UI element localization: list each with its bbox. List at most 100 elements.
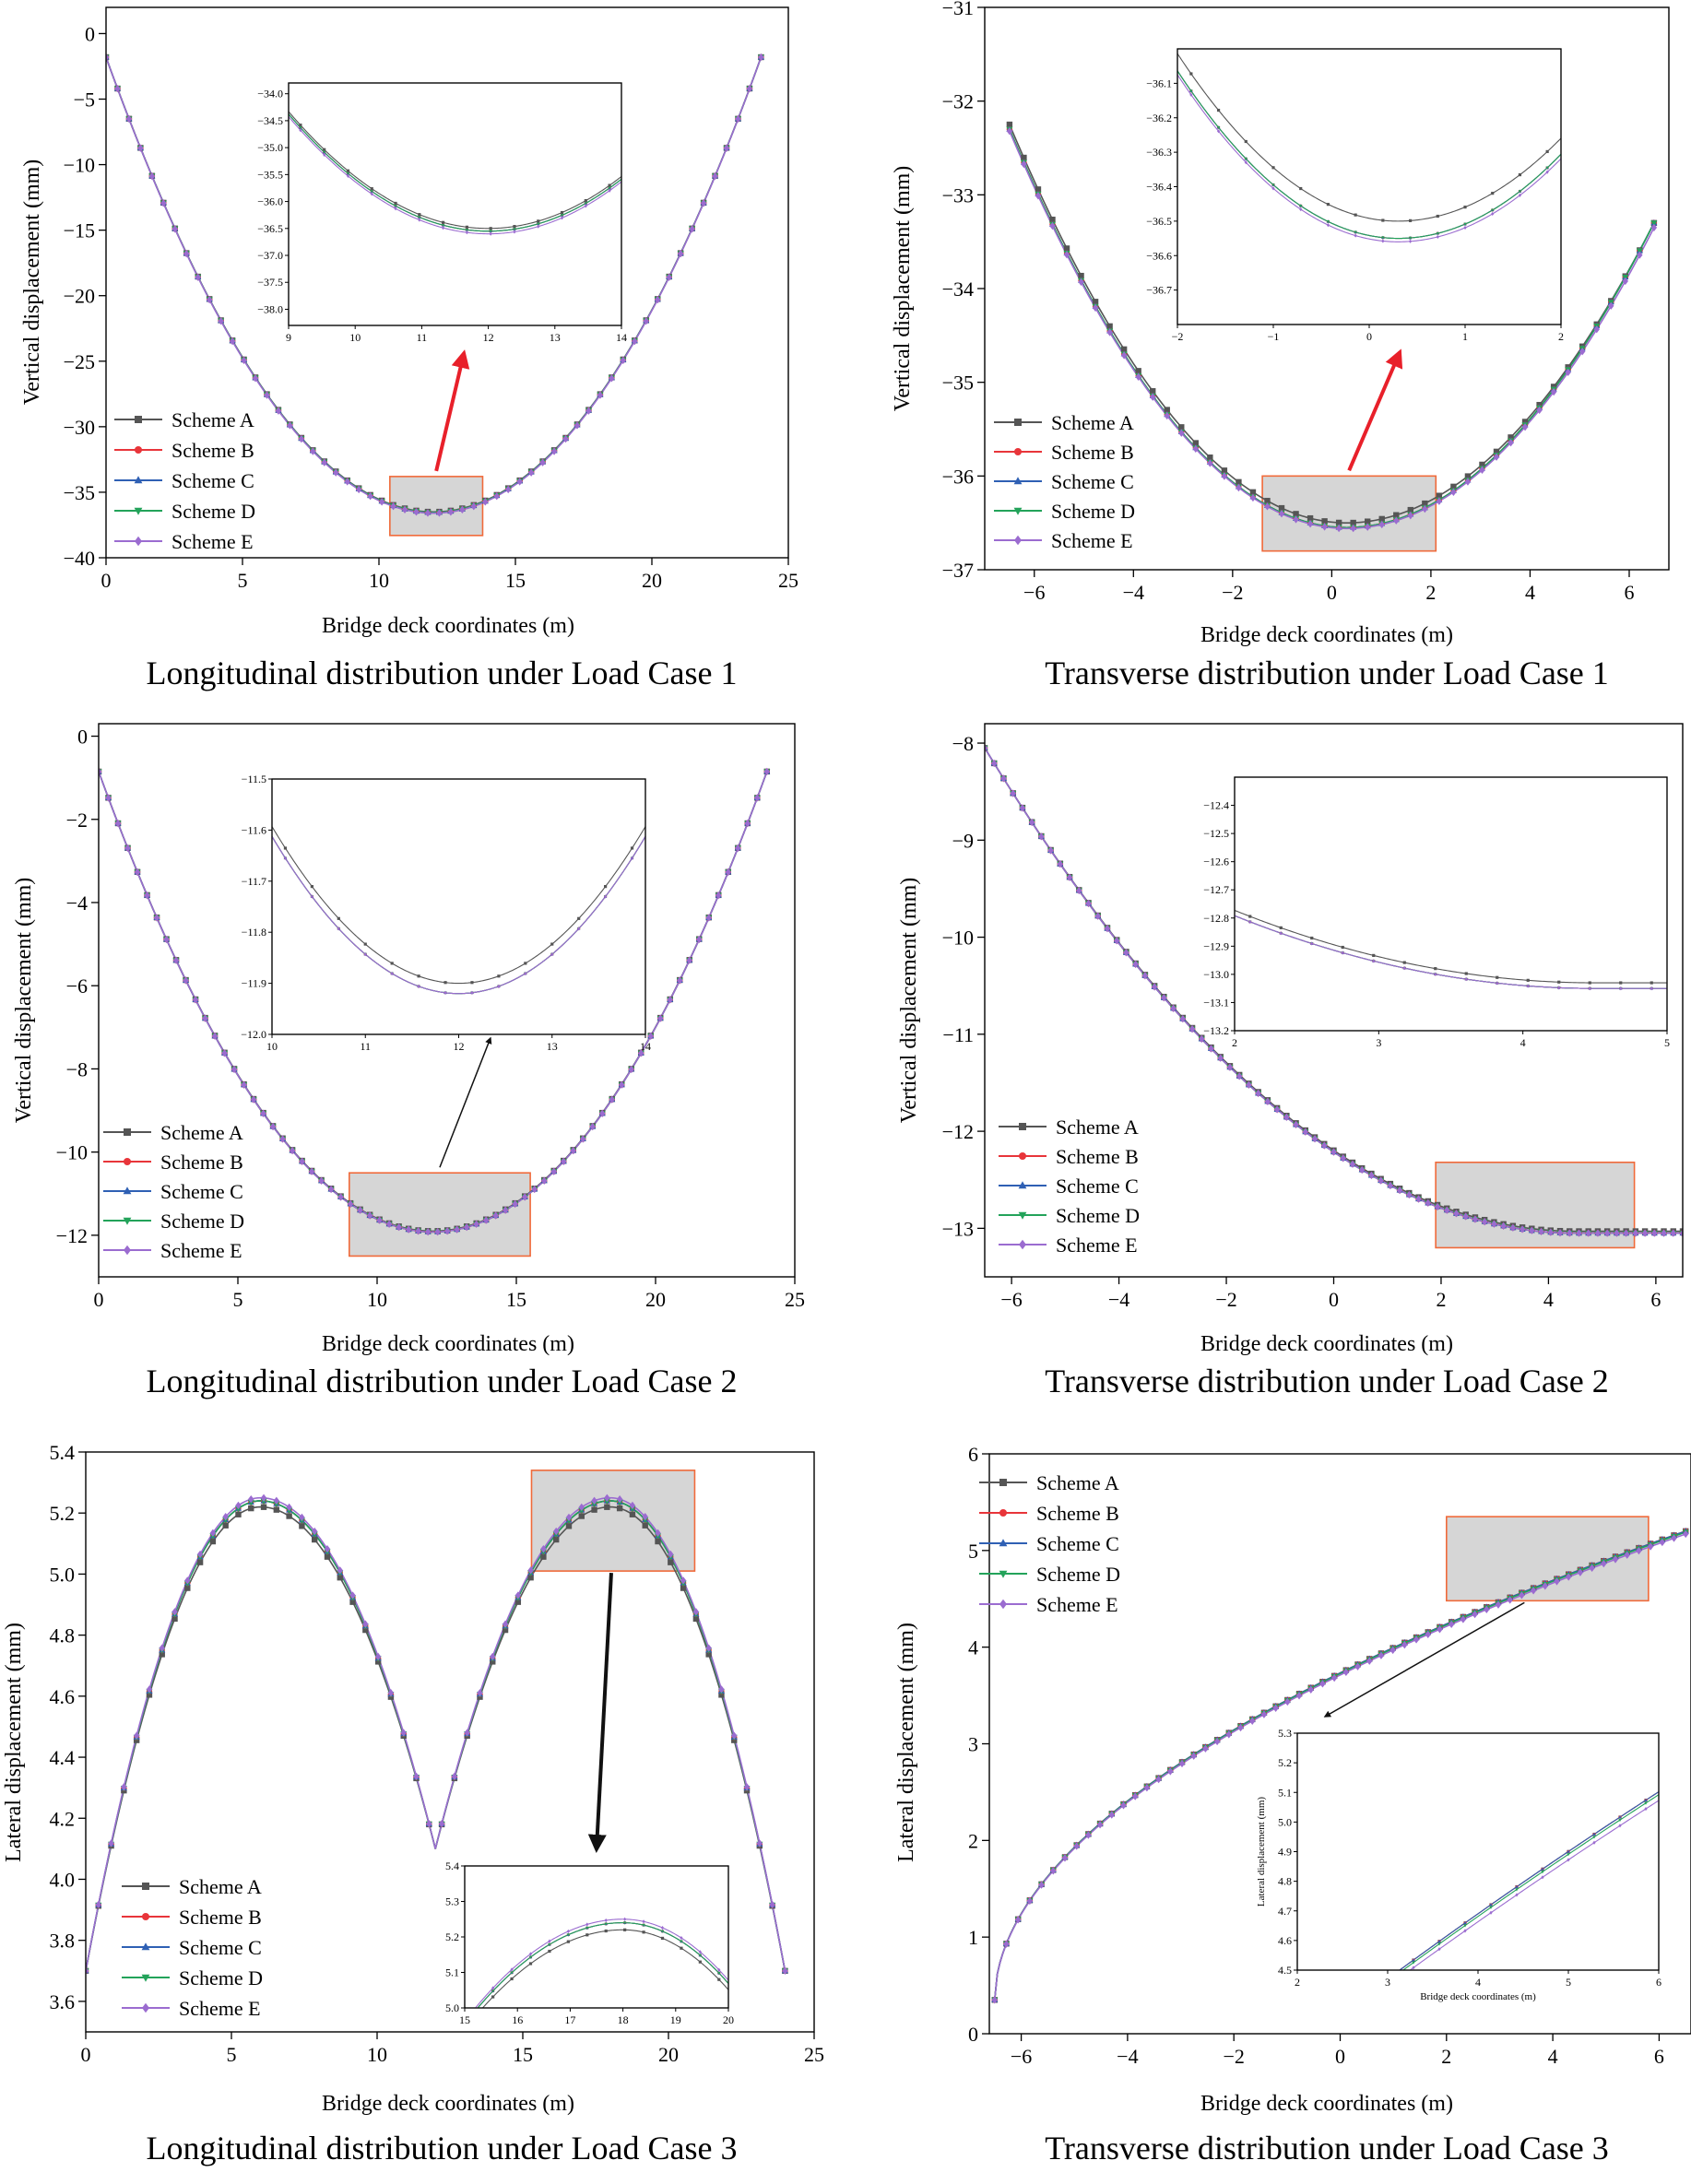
p5-point bbox=[426, 1820, 432, 1828]
x-tick-label: 2 bbox=[1425, 581, 1436, 604]
p5-point bbox=[362, 1626, 369, 1634]
inset-point bbox=[441, 223, 445, 228]
x-tick-label: 5 bbox=[238, 569, 248, 592]
p3-point bbox=[473, 1220, 479, 1228]
p3-point bbox=[192, 996, 199, 1004]
x-tick-label: 10 bbox=[367, 2043, 387, 2066]
inset-markers bbox=[283, 856, 634, 995]
inset-point bbox=[524, 971, 527, 976]
p3-inset-line-a bbox=[272, 826, 645, 985]
inset-y-tick-label: −37.0 bbox=[257, 249, 283, 262]
inset-point bbox=[417, 974, 420, 978]
legend-item: Scheme E bbox=[103, 1239, 242, 1262]
inset-point bbox=[513, 230, 516, 234]
p6-point bbox=[1519, 1591, 1525, 1600]
inset-point bbox=[337, 916, 340, 920]
legend-label: Scheme A bbox=[160, 1121, 243, 1144]
p4-point bbox=[1623, 1229, 1629, 1237]
p1-point bbox=[195, 273, 201, 281]
p6-point bbox=[1307, 1685, 1314, 1694]
inset-point bbox=[513, 225, 516, 229]
y-tick-label: −25 bbox=[64, 350, 95, 373]
p4-point bbox=[1425, 1198, 1431, 1208]
p3-point bbox=[725, 868, 731, 877]
inset-point bbox=[1412, 1958, 1415, 1962]
inset-point bbox=[299, 124, 302, 127]
inset-x-tick-label: 12 bbox=[483, 331, 494, 344]
inset-point bbox=[1189, 92, 1193, 97]
p5-point bbox=[540, 1544, 547, 1553]
p3-point bbox=[628, 1065, 634, 1074]
inset-point bbox=[528, 1952, 533, 1956]
p6-inset-line-e bbox=[1409, 1800, 1659, 1970]
p4-point bbox=[1387, 1181, 1394, 1190]
inset-point bbox=[510, 1971, 514, 1975]
p1-point bbox=[632, 337, 638, 346]
legend-marker bbox=[134, 476, 143, 484]
inset-point bbox=[1541, 1867, 1544, 1871]
y-tick-label: 4 bbox=[968, 1636, 978, 1659]
p1-point bbox=[218, 317, 224, 325]
inset-point bbox=[585, 1926, 589, 1930]
p5-point bbox=[146, 1685, 153, 1694]
inset-point bbox=[1299, 207, 1303, 212]
inset-y-tick-label: 5.3 bbox=[1278, 1727, 1292, 1740]
inset-point bbox=[1402, 966, 1406, 971]
p2-point bbox=[1192, 440, 1200, 446]
p4-point bbox=[1273, 1105, 1281, 1114]
p1-point bbox=[401, 505, 408, 514]
p3-point bbox=[327, 1185, 335, 1194]
inset-point bbox=[1437, 1942, 1441, 1946]
inset-frame bbox=[288, 82, 622, 326]
p2-point bbox=[1178, 429, 1185, 437]
inset-x-tick-label: 18 bbox=[618, 2013, 629, 2026]
x-tick-label: 4 bbox=[1548, 2045, 1558, 2068]
p5-point bbox=[578, 1513, 585, 1519]
inset-point bbox=[1518, 172, 1522, 177]
p5-point bbox=[159, 1651, 165, 1658]
p5-point bbox=[235, 1501, 242, 1510]
p3-point bbox=[619, 1080, 625, 1089]
inset-point bbox=[443, 981, 447, 985]
p4-point bbox=[1661, 1229, 1667, 1237]
p4-point bbox=[1302, 1127, 1309, 1136]
p6-point bbox=[1542, 1582, 1549, 1590]
p3-point bbox=[202, 1014, 208, 1022]
p4-point bbox=[1038, 832, 1045, 841]
p2-point bbox=[1536, 406, 1543, 415]
legend-marker bbox=[141, 1974, 150, 1982]
p6-y-ticks: 0 1 2 3 4 5 6 bbox=[968, 1443, 989, 2046]
inset-y-tick-label: −12.5 bbox=[1203, 827, 1229, 840]
inset-y-tick-label: −11.9 bbox=[242, 977, 266, 990]
p1-point bbox=[562, 434, 569, 443]
p2-point bbox=[1006, 121, 1013, 128]
p6-point bbox=[1624, 1551, 1630, 1559]
y-tick-label: −34 bbox=[942, 277, 974, 301]
inset-point bbox=[1326, 203, 1330, 207]
p4-point bbox=[1444, 1206, 1450, 1214]
p1-point bbox=[424, 509, 432, 517]
inset-point bbox=[443, 990, 447, 995]
inset-x-tick-label: 14 bbox=[616, 331, 627, 344]
inset-markers bbox=[299, 128, 611, 236]
inset-x-tick-label: 1 bbox=[1462, 330, 1468, 343]
legend-item: Scheme D bbox=[122, 1966, 263, 1989]
inset-markers bbox=[473, 1917, 721, 2008]
p5-point bbox=[312, 1527, 318, 1536]
p4-point bbox=[1000, 774, 1007, 783]
p6-point bbox=[1003, 1940, 1010, 1948]
y-tick-label: −20 bbox=[64, 285, 95, 308]
x-tick-label: 25 bbox=[785, 1288, 805, 1311]
p5-point bbox=[196, 1550, 204, 1559]
p2-point bbox=[1063, 245, 1070, 252]
p3-point bbox=[99, 767, 102, 776]
p2-point bbox=[1264, 498, 1271, 504]
p2-point bbox=[1450, 488, 1457, 496]
p5-point bbox=[235, 1511, 242, 1517]
p4-point bbox=[1567, 1229, 1573, 1237]
inset-y-tick-label: −37.5 bbox=[257, 276, 283, 289]
x-tick-label: −6 bbox=[1023, 581, 1045, 604]
p3-y-axis-label: Vertical displacement (mm) bbox=[12, 878, 36, 1124]
p4-point bbox=[1358, 1165, 1366, 1175]
inset-y-tick-label: −36.4 bbox=[1146, 181, 1172, 194]
